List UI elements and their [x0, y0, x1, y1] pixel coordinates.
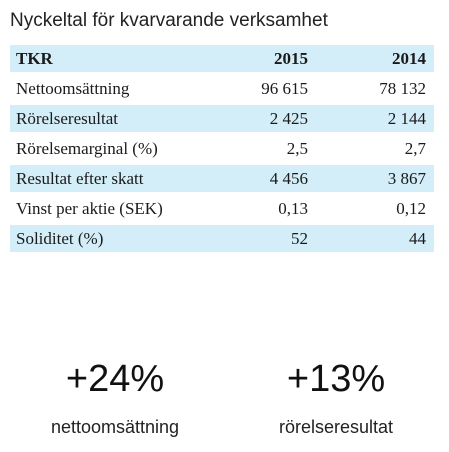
row-label: Soliditet (%): [10, 225, 192, 252]
table-row: Rörelseresultat 2 425 2 144: [10, 105, 434, 132]
row-label: Nettoomsättning: [16, 78, 130, 98]
row-value-2015: 96 615: [261, 78, 308, 98]
highlight-revenue: +24% nettoomsättning: [25, 360, 205, 438]
row-value-2014: 2 144: [320, 105, 434, 132]
row-value-2015: 4 456: [192, 165, 320, 192]
page-title: Nyckeltal för kvarvarande verksamhet: [10, 10, 328, 31]
header-2014: 2014: [320, 45, 434, 72]
row-value-2015: 2,5: [286, 138, 308, 158]
table-row: Soliditet (%) 52 44: [10, 225, 434, 252]
row-label: Rörelsemarginal (%): [16, 138, 158, 158]
row-value-2015: 52: [192, 225, 320, 252]
row-label: Rörelseresultat: [10, 105, 192, 132]
highlight-label: rörelseresultat: [278, 417, 394, 437]
table-header-row: TKR 2015 2014: [10, 45, 434, 72]
key-figures-table: TKR 2015 2014 Nettoomsättning 96 615 78 …: [10, 42, 434, 255]
highlight-operating-result: +13% rörelseresultat: [246, 360, 426, 438]
table-row: Resultat efter skatt 4 456 3 867: [10, 165, 434, 192]
row-value-2014: 3 867: [320, 165, 434, 192]
row-value-2014: 78 132: [379, 78, 426, 98]
row-value-2015: 2 425: [192, 105, 320, 132]
row-value-2014: 44: [320, 225, 434, 252]
highlight-label: nettoomsättning: [50, 417, 180, 437]
header-2015: 2015: [192, 45, 320, 72]
row-value-2015: 0,13: [278, 198, 308, 218]
table-row: Vinst per aktie (SEK) 0,13 0,12: [10, 195, 434, 222]
highlight-value: +24%: [65, 358, 165, 400]
table-row: Rörelsemarginal (%) 2,5 2,7: [10, 135, 434, 162]
row-value-2014: 0,12: [396, 198, 426, 218]
row-label: Resultat efter skatt: [10, 165, 192, 192]
header-label: TKR: [10, 45, 192, 72]
row-label: Vinst per aktie (SEK): [16, 198, 163, 218]
highlight-value: +13%: [286, 358, 386, 400]
row-value-2014: 2,7: [404, 138, 426, 158]
table-row: Nettoomsättning 96 615 78 132: [10, 75, 434, 102]
